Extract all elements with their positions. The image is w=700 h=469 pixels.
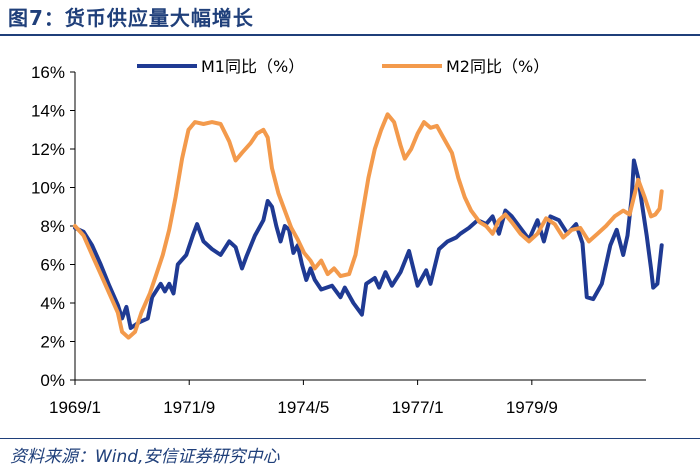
y-tick-label: 8% — [40, 217, 65, 236]
series-line-2 — [73, 112, 664, 340]
y-tick-label: 4% — [40, 294, 65, 313]
series-line-1 — [73, 158, 664, 330]
legend-label-1: M1同比（%） — [201, 57, 304, 76]
x-tick-label: 1974/5 — [277, 398, 329, 417]
y-axis: 0% 2% 4% 6% 8% 10% 12% 14% 16% — [31, 63, 76, 390]
x-tick-label: 1979/9 — [506, 398, 558, 417]
title-rule — [0, 34, 700, 36]
figure-title: 图7：货币供应量大幅增长 — [8, 6, 254, 30]
y-tick-label: 0% — [40, 371, 65, 390]
legend: M1同比（%） M2同比（%） — [137, 57, 549, 76]
y-tick-label: 6% — [40, 256, 65, 275]
x-axis: 1969/1 1971/9 1974/5 1977/1 1979/9 — [49, 379, 646, 417]
source-rule — [0, 438, 700, 439]
x-tick-label: 1969/1 — [49, 398, 101, 417]
x-tick-label: 1977/1 — [392, 398, 444, 417]
source-note: 资料来源：Wind,安信证券研究中心 — [10, 447, 280, 467]
y-tick-label: 16% — [31, 63, 65, 82]
y-tick-label: 10% — [31, 179, 65, 198]
y-tick-label: 12% — [31, 140, 65, 159]
y-tick-label: 2% — [40, 333, 65, 352]
x-tick-label: 1971/9 — [163, 398, 215, 417]
series-layer — [73, 112, 664, 340]
legend-label-2: M2同比（%） — [446, 57, 549, 76]
y-tick-label: 14% — [31, 102, 65, 121]
